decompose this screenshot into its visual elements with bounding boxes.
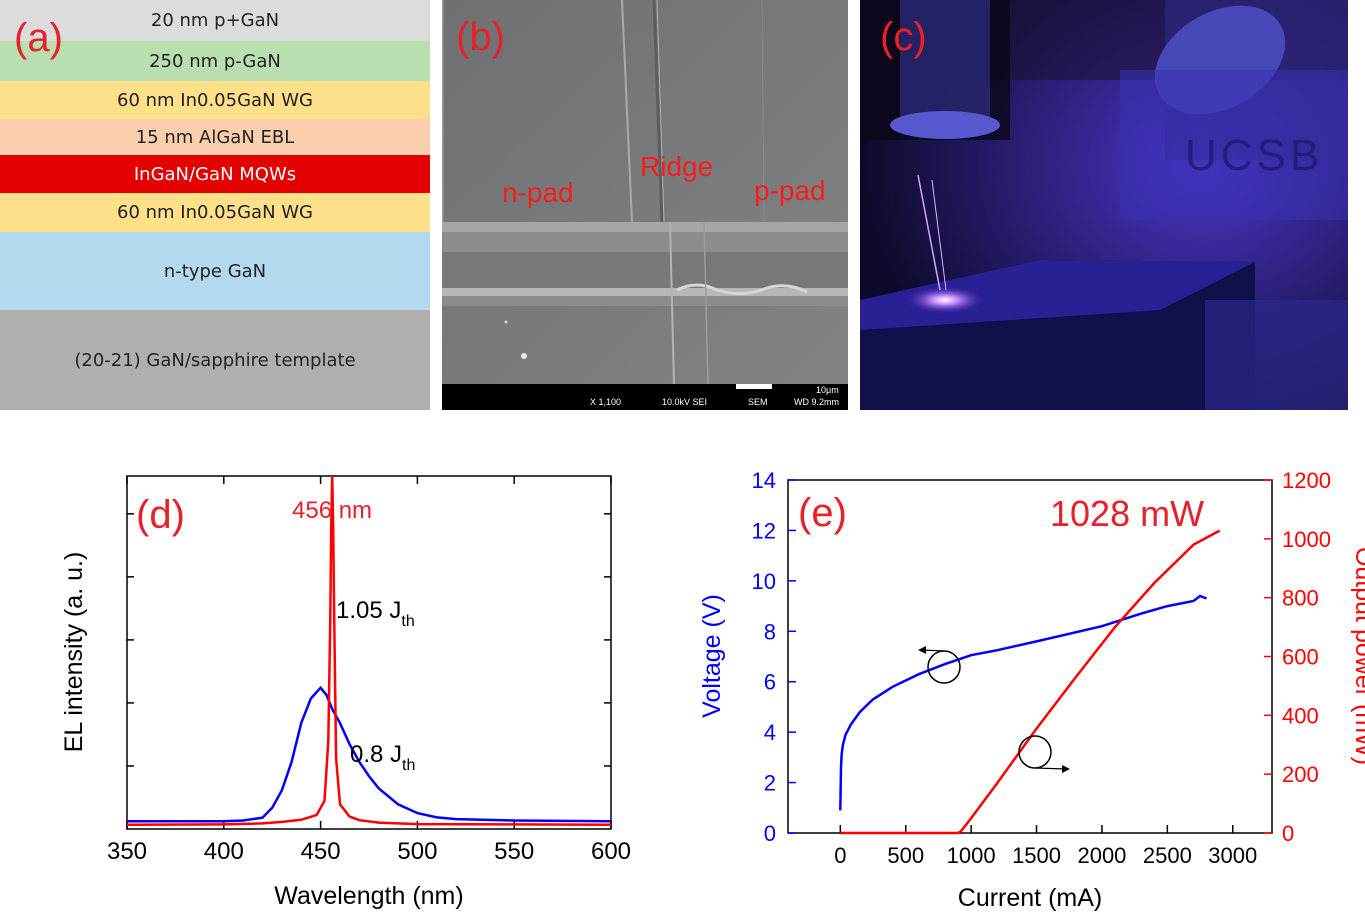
el-spectrum-chart: 350 400 450 500 550 600 (d) 456 nm 1.05 Jth 0…: [60, 475, 631, 910]
voltage-axis-indicator: [918, 646, 961, 684]
layer-p-gan: 250 nm p-GaN: [0, 41, 430, 81]
panel-d-label: (d): [136, 493, 185, 537]
voltage-line: [839, 594, 1208, 811]
right-y-tick-label: 1200: [1282, 468, 1331, 493]
sem-wd: WD 9.2mm: [794, 397, 839, 407]
peak-annotation: 456 nm: [292, 497, 372, 524]
sem-mode: SEM: [748, 397, 768, 407]
ucsb-logo: UCSB: [1185, 131, 1323, 180]
x-tick-label: 1000: [947, 843, 996, 868]
panel-b-label: (b): [456, 15, 505, 59]
liv-chart: 0 500 1000 1500 2000 2500 3000 0 2 4 6 8 10 12 14 0 200 4…: [698, 468, 1365, 912]
x-axis-title: Wavelength (nm): [274, 882, 463, 910]
series-1-05-jth-line: [126, 475, 612, 827]
layer-n-gan: n-type GaN: [0, 232, 430, 310]
plot-frame: [126, 475, 612, 830]
x-tick-label: 2000: [1077, 843, 1126, 868]
series-0-8-jth-line: [127, 685, 612, 823]
layer-mqws: InGaN/GaN MQWs: [0, 155, 430, 193]
sem-image: X 1,100 10.0kV SEI SEM WD 9.2mm 10μm n-p…: [442, 0, 848, 410]
ridge-label: Ridge: [640, 151, 713, 182]
left-y-tick-label: 0: [764, 821, 776, 846]
sem-image-panel: X 1,100 10.0kV SEI SEM WD 9.2mm 10μm n-p…: [442, 0, 848, 410]
left-y-tick-label: 10: [752, 569, 776, 594]
right-y-tick-label: 800: [1282, 586, 1319, 611]
device-photo: UCSB (c): [860, 0, 1348, 410]
right-y-tick-label: 0: [1282, 821, 1294, 846]
output-power-line: [840, 529, 1221, 835]
x-tick-label: 450: [301, 838, 341, 865]
layer-wg-bottom: 60 nm In0.05GaN WG: [0, 193, 430, 232]
x-tick-label: 600: [591, 838, 631, 865]
left-y-tick-label: 6: [764, 670, 776, 695]
layer-stack-panel: 20 nm p+GaN 250 nm p-GaN 60 nm In0.05GaN…: [0, 0, 430, 410]
panel-e-label: (e): [798, 491, 847, 535]
sem-scale: 10μm: [816, 385, 839, 395]
layer-wg-top: 60 nm In0.05GaN WG: [0, 81, 430, 119]
sem-magnification: X 1,100: [590, 397, 621, 407]
x-tick-label: 500: [397, 838, 437, 865]
x-tick-label: 1500: [1012, 843, 1061, 868]
left-y-tick-label: 14: [752, 468, 776, 493]
left-y-tick-label: 8: [764, 619, 776, 644]
x-tick-label: 500: [887, 843, 924, 868]
right-y-tick-label: 1000: [1282, 527, 1331, 552]
left-axis-title: Voltage (V): [698, 594, 726, 718]
x-tick-label: 2500: [1143, 843, 1192, 868]
power-axis-indicator: [1018, 735, 1070, 773]
right-y-tick-label: 200: [1282, 762, 1319, 787]
x-tick-label: 0: [834, 843, 846, 868]
right-y-tick-label: 400: [1282, 703, 1319, 728]
right-y-tick-label: 600: [1282, 645, 1319, 670]
x-tick-label: 350: [107, 838, 147, 865]
n-pad-label: n-pad: [502, 177, 574, 208]
p-pad-label: p-pad: [754, 175, 826, 206]
y-axis-title: EL intensity (a. u.): [60, 552, 88, 753]
layer-template: (20-21) GaN/sapphire template: [0, 310, 430, 410]
device-photo-panel: UCSB (c): [860, 0, 1348, 410]
left-y-tick-label: 2: [764, 771, 776, 796]
red-series-label: 1.05 Jth: [336, 597, 415, 630]
left-y-tick-label: 12: [752, 518, 776, 543]
blue-series-label: 0.8 Jth: [350, 741, 415, 774]
x-tick-label: 3000: [1208, 843, 1257, 868]
x-axis-title: Current (mA): [958, 884, 1102, 912]
max-power-annotation: 1028 mW: [1050, 493, 1204, 534]
panel-c-label: (c): [880, 15, 927, 59]
x-tick-label: 550: [494, 838, 534, 865]
sem-voltage: 10.0kV SEI: [662, 397, 707, 407]
panel-a-label: (a): [14, 16, 63, 60]
right-axis-title: Output power (mW): [1350, 547, 1365, 765]
layer-ebl: 15 nm AlGaN EBL: [0, 119, 430, 155]
left-y-tick-label: 4: [764, 720, 776, 745]
x-tick-label: 400: [204, 838, 244, 865]
layer-p-plus-gan: 20 nm p+GaN: [0, 0, 430, 41]
